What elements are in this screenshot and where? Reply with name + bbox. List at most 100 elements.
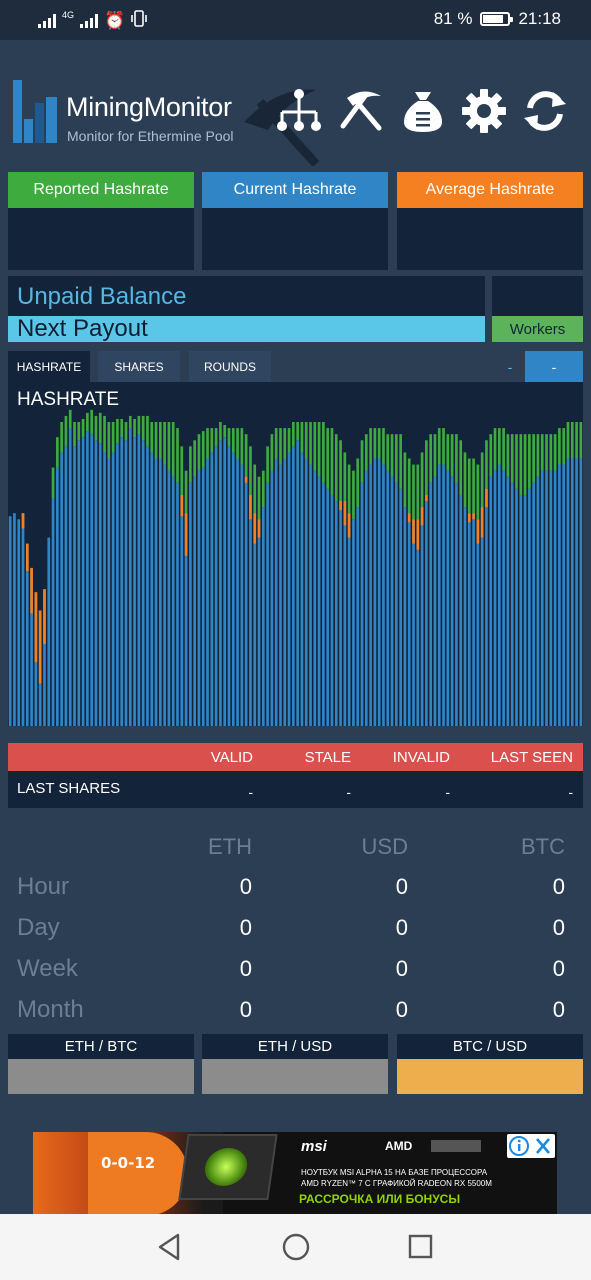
hashrate-bar-average	[244, 476, 248, 483]
recents-icon[interactable]	[407, 1232, 435, 1262]
hashrate-bar	[540, 434, 544, 726]
hashrate-bar-average	[420, 507, 424, 526]
ad-banner[interactable]: 0-0-12 msi AMD НОУТБУК MSI ALPHA 15 НА Б…	[33, 1132, 557, 1216]
hashrate-bar-current	[540, 470, 544, 726]
hashrate-bar-reported	[274, 428, 278, 459]
hashrate-bar	[141, 415, 145, 726]
hashrate-bar-reported	[116, 418, 119, 444]
hashrate-bar-current	[176, 482, 179, 726]
hashrate-bar	[249, 446, 252, 726]
hashrate-bar-average	[416, 519, 420, 550]
hashrate-bar	[8, 516, 12, 726]
hashrate-bar-average	[34, 592, 38, 663]
hashrate-bar-current	[334, 501, 338, 726]
hashrate-bar-current	[51, 498, 55, 726]
hashrate-bar-current	[8, 516, 12, 726]
hashrate-bar	[420, 452, 424, 726]
hashrate-bar-reported	[51, 467, 55, 498]
day-btc: 0	[552, 915, 565, 940]
hashrate-bar-current	[154, 458, 158, 726]
hashrate-bar-reported	[137, 415, 141, 435]
hashrate-bar-reported	[437, 428, 441, 465]
hashrate-bar	[219, 422, 222, 726]
tab-hashrate[interactable]: HASHRATE	[8, 351, 90, 382]
hashrate-bar	[330, 428, 334, 726]
tab-shares[interactable]: SHARES	[98, 351, 180, 382]
period-week: Week	[17, 955, 78, 982]
battery-percent: 81 %	[433, 9, 473, 28]
hashrate-bar-current	[223, 437, 227, 726]
hashrate-bar-current	[352, 519, 355, 726]
hashrate-bar-average	[253, 513, 257, 544]
hashrate-bar-average	[467, 513, 471, 523]
hashrate-bar-reported	[523, 434, 527, 495]
hashrate-bar-average	[25, 543, 29, 571]
hashrate-bar-current	[429, 482, 432, 726]
hashrate-bar	[334, 434, 338, 726]
hashrate-bar	[227, 428, 231, 726]
hashrate-bar-current	[103, 452, 106, 726]
home-icon[interactable]	[281, 1232, 311, 1262]
ad-line1: НОУТБУК MSI ALPHA 15 НА БАЗЕ ПРОЦЕССОРА	[301, 1168, 488, 1177]
hashrate-bar	[287, 428, 291, 726]
hashrate-bar	[390, 434, 394, 726]
hashrate-bar	[283, 428, 287, 726]
refresh-icon[interactable]	[522, 88, 568, 134]
hashrate-bar-reported	[562, 428, 566, 465]
hashrate-bar-reported	[575, 422, 578, 459]
hashrate-bar	[317, 422, 321, 726]
tab-dash-left[interactable]: -	[507, 358, 513, 375]
clock: 21:18	[518, 9, 561, 28]
hashrate-bar-current	[446, 470, 450, 726]
hashrate-bar-reported	[257, 476, 261, 520]
hashrate-bar	[467, 458, 471, 726]
hashrate-bar-current	[502, 470, 505, 726]
hashrate-bar-current	[167, 470, 171, 726]
hashrate-bar-average	[184, 513, 188, 556]
hashrate-bar-current	[124, 440, 128, 726]
tab-dash-right[interactable]: -	[525, 351, 583, 382]
hashrate-bar	[566, 422, 570, 726]
hashrate-bar-current	[287, 452, 291, 726]
hashrate-bar	[373, 428, 377, 726]
pickaxe-icon[interactable]	[339, 88, 383, 132]
hashrate-bar	[90, 409, 94, 726]
workers-panel[interactable]: Workers	[492, 276, 583, 342]
hashrate-bar-reported	[553, 434, 557, 471]
hashrate-bar	[386, 434, 390, 726]
hashrate-bar	[116, 418, 119, 726]
hashrate-bar	[343, 452, 347, 726]
hashrate-bar-current	[283, 458, 287, 726]
hashrate-bar-current	[450, 476, 454, 726]
period-hour: Hour	[17, 873, 70, 900]
hashrate-bar-reported	[343, 452, 347, 502]
network-tree-icon[interactable]	[276, 88, 322, 134]
hashrate-bar-reported	[506, 434, 510, 477]
ad-info-icon[interactable]	[509, 1136, 529, 1156]
hashrate-bar-current	[120, 437, 124, 726]
hashrate-bar-average	[249, 494, 252, 520]
hashrate-bar-current	[545, 470, 548, 726]
hashrate-bar-current	[107, 458, 111, 726]
hashrate-bar-reported	[425, 440, 428, 495]
back-icon[interactable]	[156, 1232, 184, 1262]
workers-label[interactable]: Workers	[492, 316, 583, 342]
hashrate-bar	[562, 428, 566, 726]
hashrate-bar	[77, 422, 81, 726]
hashrate-bar-reported	[103, 415, 106, 453]
hashrate-bar-average	[38, 610, 42, 684]
reported-hashrate-label: Reported Hashrate	[8, 172, 194, 208]
gear-icon[interactable]	[461, 88, 507, 134]
hashrate-bar-current	[184, 513, 188, 726]
hashrate-bar-current	[412, 519, 415, 726]
hashrate-bar	[124, 422, 128, 726]
hashrate-bar-current	[463, 507, 467, 726]
hashrate-bar	[300, 422, 304, 726]
money-bag-icon[interactable]	[400, 88, 446, 134]
tab-rounds[interactable]: ROUNDS	[189, 351, 271, 382]
hashrate-bar-current	[236, 458, 239, 726]
hashrate-bar-reported	[150, 422, 154, 453]
hashrate-bar-current	[472, 513, 475, 726]
hashrate-bar-reported	[467, 458, 471, 514]
hashrate-bar-reported	[300, 422, 304, 453]
